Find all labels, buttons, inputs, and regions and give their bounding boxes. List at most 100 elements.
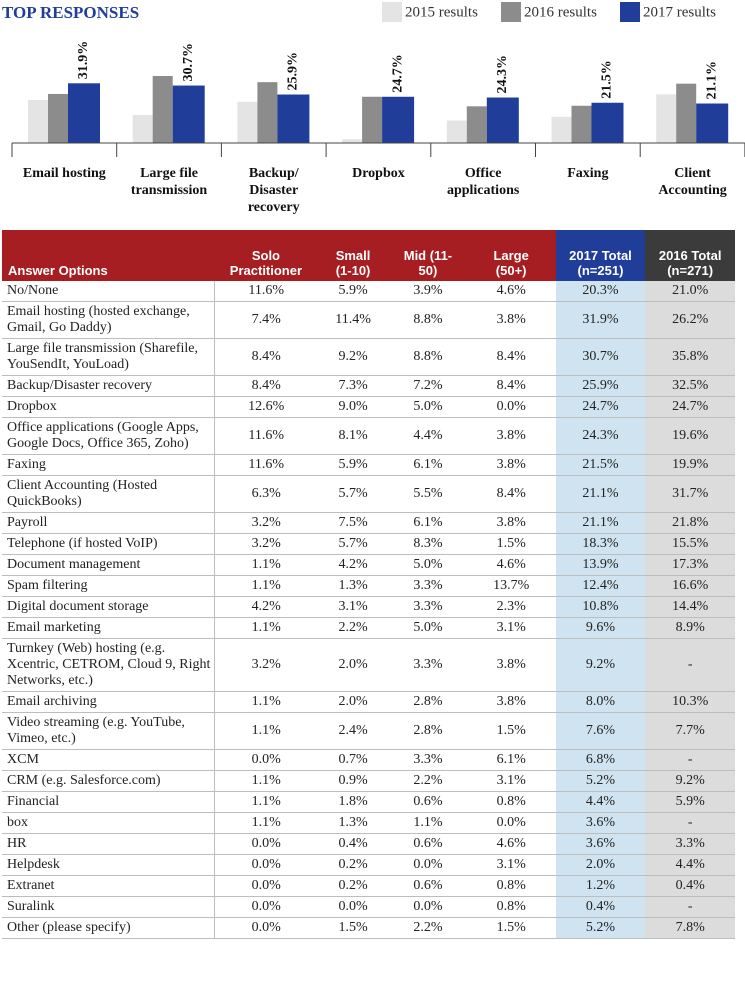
legend-swatch xyxy=(620,2,640,22)
value-cell: 0.4% xyxy=(316,833,390,855)
value-cell: 2.2% xyxy=(389,917,467,939)
value-cell: 4.4% xyxy=(645,854,735,876)
value-cell: 31.9% xyxy=(555,301,646,339)
value-cell: 0.0% xyxy=(316,896,390,918)
option-cell: Video streaming (e.g. YouTube, Vimeo, et… xyxy=(2,712,216,750)
header-text: Small (1-10) xyxy=(335,248,371,278)
value-cell: 9.6% xyxy=(555,617,646,639)
value-cell: 35.8% xyxy=(645,338,735,376)
category-label: Backup/ Disaster recovery xyxy=(247,166,300,215)
value-cell: 3.3% xyxy=(645,833,735,855)
value-label: 31.9% xyxy=(76,41,91,80)
value-cell: 6.1% xyxy=(389,454,467,476)
value-cell: - xyxy=(645,812,735,834)
value-cell: 3.8% xyxy=(466,691,556,713)
table-row: Email marketing 1.1% 2.2% 5.0% 3.1% 9.6% 8.9% xyxy=(2,617,735,639)
value-cell: 0.0% xyxy=(214,875,317,897)
value-cell: 0.2% xyxy=(316,854,390,876)
header-text: Large (50+) xyxy=(493,248,529,278)
value-cell: 5.0% xyxy=(389,554,467,576)
option-cell: Digital document storage xyxy=(2,596,216,618)
value-cell: - xyxy=(645,749,735,771)
option-cell: Spam filtering xyxy=(2,575,216,597)
value-cell: 31.7% xyxy=(645,475,735,513)
value-cell: 8.4% xyxy=(466,375,556,397)
header-text: 2017 Total (n=251) xyxy=(569,248,632,278)
option-cell: Extranet xyxy=(2,875,216,897)
option-cell: Email marketing xyxy=(2,617,216,639)
value-cell: 1.1% xyxy=(214,554,317,576)
value-cell: 0.9% xyxy=(316,770,390,792)
table-row: Spam filtering 1.1% 1.3% 3.3% 13.7% 12.4% 16.6… xyxy=(2,575,735,597)
value-cell: 0.0% xyxy=(389,896,467,918)
bar xyxy=(28,99,48,143)
option-cell: Office applications (Google Apps, Google… xyxy=(2,417,216,455)
value-cell: 2.4% xyxy=(316,712,390,750)
value-cell: 5.5% xyxy=(389,475,467,513)
value-cell: 1.1% xyxy=(214,791,317,813)
chart: TOP RESPONSES 2015 results 2016 results 20… xyxy=(0,0,745,228)
value-cell: 9.2% xyxy=(316,338,390,376)
table-row: Financial 1.1% 1.8% 0.6% 0.8% 4.4% 5.9% xyxy=(2,791,735,813)
option-cell: Backup/Disaster recovery xyxy=(2,375,216,397)
value-cell: 4.2% xyxy=(316,554,390,576)
table-row: Payroll 3.2% 7.5% 6.1% 3.8% 21.1% 21.8% xyxy=(2,512,735,534)
option-cell: Turnkey (Web) hosting (e.g. Xcentric, CE… xyxy=(2,638,216,692)
bar xyxy=(132,114,153,143)
table-row: Client Accounting (Hosted QuickBooks) 6.3… xyxy=(2,475,735,513)
value-cell: 9.2% xyxy=(645,770,735,792)
value-cell: 4.4% xyxy=(389,417,467,455)
option-cell: Payroll xyxy=(2,512,216,534)
value-cell: 5.2% xyxy=(555,917,646,939)
table-row: box 1.1% 1.3% 1.1% 0.0% 3.6% - xyxy=(2,812,735,834)
option-cell: Email archiving xyxy=(2,691,216,713)
value-cell: 1.5% xyxy=(316,917,390,939)
value-cell: 6.8% xyxy=(555,749,646,771)
value-label: 24.7% xyxy=(390,54,405,93)
value-cell: 0.0% xyxy=(466,812,556,834)
value-cell: 3.3% xyxy=(389,575,467,597)
option-cell: XCM xyxy=(2,749,216,771)
value-cell: 19.9% xyxy=(645,454,735,476)
legend-label: 2015 results xyxy=(405,4,478,20)
value-cell: 0.0% xyxy=(214,854,317,876)
value-cell: 6.3% xyxy=(214,475,317,513)
value-cell: 0.2% xyxy=(316,875,390,897)
value-cell: 5.7% xyxy=(316,475,390,513)
value-cell: 3.3% xyxy=(389,596,467,618)
value-cell: 2.8% xyxy=(389,691,467,713)
value-cell: 7.7% xyxy=(645,712,735,750)
value-cell: 0.0% xyxy=(389,854,467,876)
option-cell: Dropbox xyxy=(2,396,216,418)
value-cell: 0.8% xyxy=(466,875,556,897)
table-row: Large file transmission (Sharefile, YouS… xyxy=(2,338,735,376)
bar xyxy=(466,106,487,143)
bar xyxy=(68,83,100,143)
value-label: 21.1% xyxy=(704,61,719,100)
value-cell: 4.2% xyxy=(214,596,317,618)
value-cell: 3.2% xyxy=(214,638,317,692)
table-row: Office applications (Google Apps, Google… xyxy=(2,417,735,455)
value-cell: 20.3% xyxy=(555,281,646,302)
value-cell: 1.2% xyxy=(555,875,646,897)
category-label: Faxing xyxy=(567,166,609,181)
header-cell: Solo Practitioner xyxy=(214,230,317,281)
value-cell: 7.5% xyxy=(316,512,390,534)
value-cell: 1.5% xyxy=(466,712,556,750)
table-row: CRM (e.g. Salesforce.com) 1.1% 0.9% 2.2% 3.1… xyxy=(2,770,735,792)
bar xyxy=(486,97,519,143)
bar xyxy=(277,94,310,143)
value-cell: 0.6% xyxy=(389,833,467,855)
value-cell: 3.1% xyxy=(316,596,390,618)
bar xyxy=(656,94,677,143)
value-cell: 3.6% xyxy=(555,833,646,855)
value-cell: 3.8% xyxy=(466,512,556,534)
category-label: Large file transmission xyxy=(130,166,208,198)
option-cell: HR xyxy=(2,833,216,855)
table-row: Turnkey (Web) hosting (e.g. Xcentric, CE… xyxy=(2,638,735,692)
value-cell: 3.8% xyxy=(466,638,556,692)
value-cell: 4.6% xyxy=(466,554,556,576)
value-cell: 0.0% xyxy=(214,833,317,855)
value-cell: 8.1% xyxy=(316,417,390,455)
table-row: No/None 11.6% 5.9% 3.9% 4.6% 20.3% 21.0% xyxy=(2,281,735,302)
